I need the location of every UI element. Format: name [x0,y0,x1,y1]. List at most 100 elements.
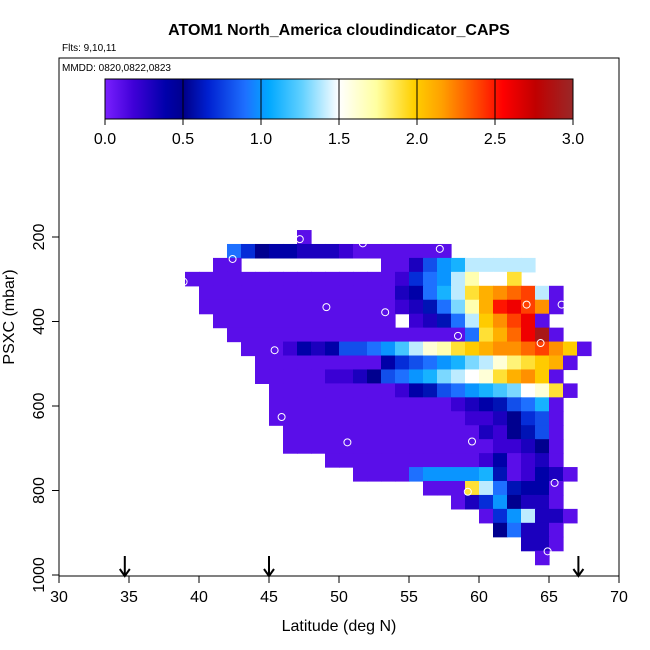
heatmap-cell [381,369,396,384]
heatmap-cell [395,439,410,454]
heatmap-cell [451,494,466,510]
heatmap-cell [549,411,564,426]
heatmap-cell [465,341,480,357]
heatmap-cell [521,439,536,454]
heatmap-cell [535,383,550,398]
heatmap-cell [451,257,466,273]
heatmap-cell [423,355,438,371]
heatmap-cell [381,243,396,259]
heatmap-cell [479,494,494,510]
heatmap-cell [507,327,522,343]
heatmap-cell [437,355,452,371]
heatmap-cell [339,313,354,329]
heatmap-cell [521,355,536,371]
heatmap-cell [535,453,550,468]
heatmap-cell [437,425,452,440]
heatmap-cell [255,243,270,259]
heatmap-cell [409,453,424,468]
heatmap-cell [423,425,438,440]
heatmap-cell [241,327,256,343]
heatmap-cell [507,494,522,510]
heatmap-cell [451,299,466,315]
heatmap-cell [493,355,508,371]
heatmap-cell [493,383,508,398]
heatmap-cell [521,327,536,343]
heatmap-cell [465,411,480,426]
heatmap-cell [465,355,480,371]
heatmap-cell [479,355,494,371]
heatmap-cell [367,425,382,440]
heatmap-cell [535,467,550,482]
heatmap-cell [283,299,298,315]
flight-point [381,308,390,317]
heatmap-cell [339,383,354,398]
x-tick-label: 35 [120,589,138,606]
heatmap-cell [479,480,494,496]
heatmap-cell [395,271,410,287]
colorbar-tick-label: 1.5 [328,131,350,148]
heatmap-cell [409,355,424,371]
heatmap-cell [409,369,424,384]
heatmap-cell [409,411,424,426]
heatmap-cell [493,425,508,440]
heatmap-cell [535,369,550,384]
heatmap-cell [311,271,326,287]
colorbar-tick-label: 2.5 [484,131,506,148]
heatmap-cell [255,341,270,357]
heatmap-cell [241,271,256,287]
heatmap-cell [507,299,522,315]
flights-text: Flts: 9,10,11 [62,43,117,54]
heatmap-cell [465,285,480,301]
heatmap-cell [381,397,396,412]
heatmap-cell [507,341,522,357]
colorbar-tick-label: 3.0 [562,131,584,148]
heatmap-cell [437,383,452,398]
heatmap-cell [493,271,508,287]
y-tick-label: 200 [31,224,48,251]
flight-point [179,277,188,286]
heatmap-cell [493,494,508,510]
heatmap-cell [381,383,396,398]
heatmap-cell [493,313,508,329]
heatmap-cell [549,453,564,468]
heatmap-cell [339,369,354,384]
heatmap-cell [283,341,298,357]
heatmap-cell [465,313,480,329]
heatmap-cell [381,355,396,371]
heatmap-cell [549,480,564,496]
heatmap-cell [493,522,508,538]
heatmap-cell [339,285,354,301]
heatmap-cell [479,299,494,315]
heatmap-cell [241,299,256,315]
heatmap-cell [339,243,354,259]
heatmap-cell [283,369,298,384]
heatmap-cell [353,439,368,454]
heatmap-cell [255,327,270,343]
heatmap-cell [367,271,382,287]
heatmap-cell [493,299,508,315]
heatmap-cell [395,383,410,398]
heatmap-cell [353,355,368,371]
heatmap-cell [535,480,550,496]
heatmap-cell [423,299,438,315]
heatmap-cell [437,243,452,259]
x-tick-label: 40 [190,589,208,606]
heatmap-cell [269,285,284,301]
heatmap-cell [465,453,480,468]
heatmap-cell [451,397,466,412]
heatmap-cell [367,453,382,468]
heatmap-cell [549,508,564,524]
heatmap-cell [437,480,452,496]
heatmap-cell [311,411,326,426]
heatmap-cell [227,313,242,329]
heatmap-cell [437,341,452,357]
heatmap-cell [269,243,284,259]
heatmap-cell [297,313,312,329]
heatmap-cell [395,425,410,440]
heatmap-cell [423,411,438,426]
heatmap-cell [521,467,536,482]
heatmap-cell [283,439,298,454]
heatmap-cell [367,313,382,329]
heatmap-cell [325,355,340,371]
heatmap-cell [353,397,368,412]
